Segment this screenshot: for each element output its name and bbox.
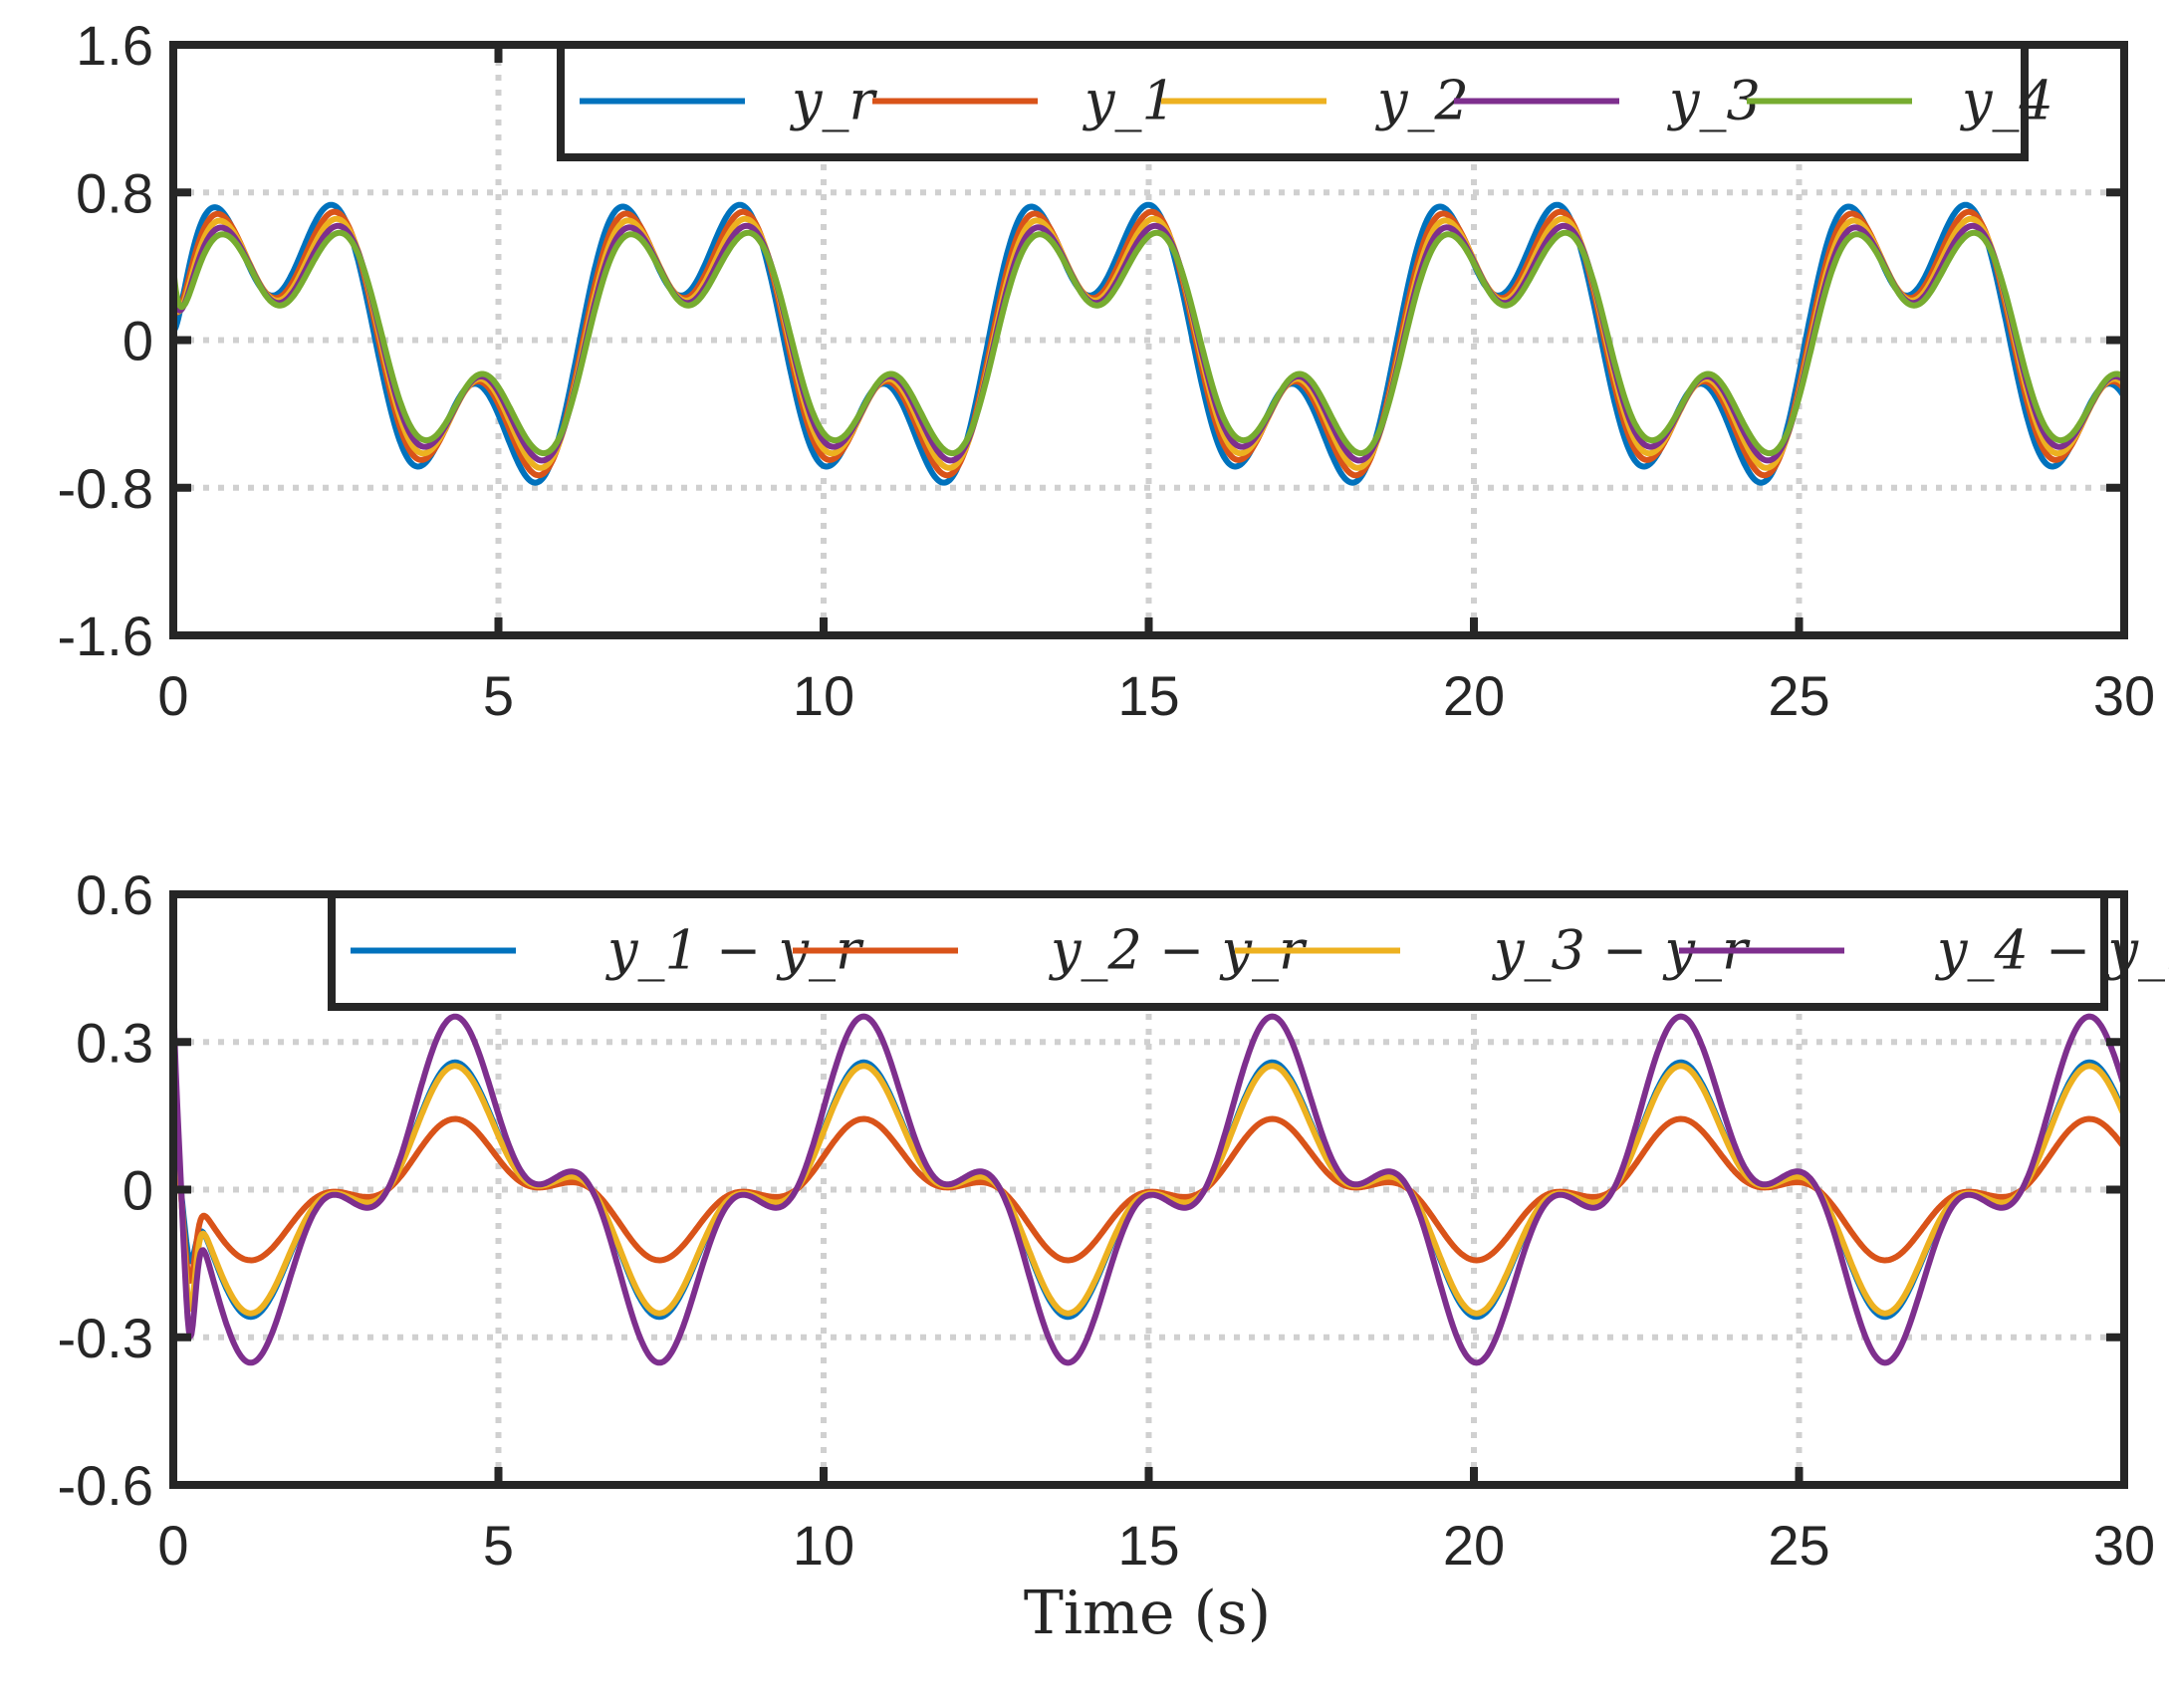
x-tick-label: 25 bbox=[1768, 1514, 1829, 1577]
top-grid bbox=[173, 45, 2124, 635]
x-tick-label: 20 bbox=[1443, 1514, 1505, 1577]
x-tick-label: 0 bbox=[157, 664, 188, 727]
x-tick-label: 15 bbox=[1117, 664, 1179, 727]
x-tick-label: 30 bbox=[2093, 664, 2155, 727]
x-tick-label: 15 bbox=[1117, 1514, 1179, 1577]
legend-label-y4: y_4 bbox=[1960, 70, 2053, 132]
legend-label-y4-yr: y_4 − y_r bbox=[1935, 919, 2169, 982]
top-legend: y_r y_1 y_2 y_3 y_4 bbox=[557, 41, 2053, 161]
y-tick-label: 0 bbox=[122, 310, 153, 372]
y-tick-label: -1.6 bbox=[58, 605, 154, 667]
legend-label-yr: y_r bbox=[790, 70, 878, 132]
top-x-tick-labels: 0 5 10 15 20 25 30 bbox=[157, 664, 2155, 727]
x-tick-label: 10 bbox=[793, 664, 854, 727]
y-tick-label: 0.3 bbox=[76, 1011, 153, 1074]
y-tick-label: 0.8 bbox=[76, 161, 153, 224]
x-tick-label: 0 bbox=[157, 1514, 188, 1577]
legend-label-y3: y_3 bbox=[1667, 70, 1761, 132]
legend-label-y1: y_1 bbox=[1083, 70, 1176, 132]
x-tick-label: 25 bbox=[1768, 664, 1829, 727]
bottom-y-tick-labels: 0.6 0.3 0 -0.3 -0.6 bbox=[58, 863, 154, 1517]
bottom-series-lines bbox=[173, 994, 2124, 1366]
series-line-y3 bbox=[173, 222, 2124, 464]
y-tick-label: 0.6 bbox=[76, 863, 153, 926]
bottom-legend: y_1 − y_r y_2 − y_r y_3 − y_r y_4 − y_r bbox=[328, 890, 2169, 1011]
y-tick-label: 0 bbox=[122, 1159, 153, 1222]
series-line-y4-yr bbox=[173, 994, 2124, 1366]
y-tick-label: -0.6 bbox=[58, 1454, 154, 1517]
y-tick-label: -0.3 bbox=[58, 1307, 154, 1369]
series-line-y4 bbox=[173, 229, 2124, 457]
top-axes: 1.60.80-0.8-1.6 0 5 10 15 20 25 30 y_r y_1 y_2 y_… bbox=[58, 14, 2156, 727]
x-tick-label: 30 bbox=[2093, 1514, 2155, 1577]
x-tick-label: 10 bbox=[793, 1514, 854, 1577]
x-tick-label: 20 bbox=[1443, 664, 1505, 727]
legend-label-y2: y_2 bbox=[1375, 70, 1469, 132]
bottom-axes: 0.6 0.3 0 -0.3 -0.6 0 5 10 15 20 25 30 y_1 − y_r y_… bbox=[58, 863, 2169, 1577]
x-axis-label: Time (s) bbox=[1024, 1579, 1271, 1648]
y-tick-label: 1.6 bbox=[76, 14, 153, 77]
y-tick-label: -0.8 bbox=[58, 457, 154, 520]
top-y-tick-labels: 1.6 0.8 0 -0.8 -1.6 bbox=[58, 14, 154, 667]
top-series-lines bbox=[173, 201, 2124, 486]
x-tick-label: 5 bbox=[483, 1514, 514, 1577]
bottom-x-tick-labels: 0 5 10 15 20 25 30 bbox=[157, 1514, 2155, 1577]
x-tick-label: 5 bbox=[483, 664, 514, 727]
